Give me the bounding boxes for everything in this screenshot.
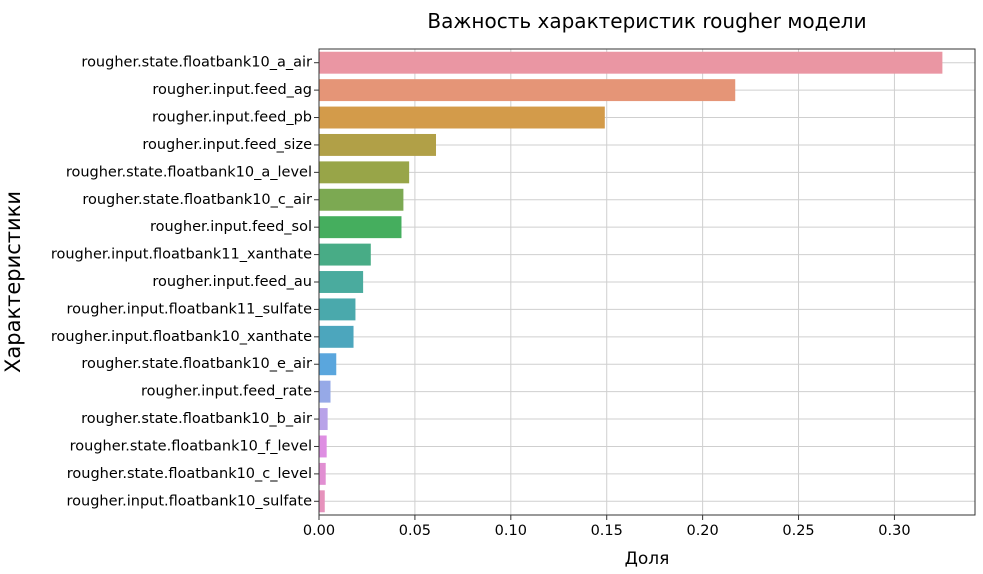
x-tick-label: 0.10 (495, 523, 527, 539)
x-tick-labels: 0.00 0.05 0.10 0.15 0.20 0.25 0.30 (303, 515, 911, 539)
y-tick-label: rougher.input.floatbank10_sulfate (67, 493, 313, 509)
bar (319, 298, 356, 321)
y-tick-label: rougher.input.feed_pb (152, 110, 312, 126)
y-tick-label: rougher.input.feed_ag (152, 82, 312, 98)
bar (319, 216, 402, 239)
bar (319, 380, 331, 403)
bar (319, 243, 371, 266)
bar (319, 51, 943, 74)
x-tick-label: 0.25 (782, 523, 814, 539)
bar (319, 353, 337, 376)
y-tick-label: rougher.state.floatbank10_c_air (82, 192, 312, 208)
y-tick-label: rougher.state.floatbank10_a_level (66, 164, 312, 180)
y-tick-label: rougher.input.feed_rate (141, 384, 312, 400)
x-tick-label: 0.05 (399, 523, 431, 539)
bar (319, 188, 404, 211)
y-tick-label: rougher.input.feed_size (142, 137, 312, 153)
bar (319, 79, 736, 102)
y-tick-label: rougher.state.floatbank10_a_air (81, 55, 312, 71)
x-tick-label: 0.30 (878, 523, 910, 539)
x-tick-label: 0.00 (303, 523, 335, 539)
y-tick-label: rougher.state.floatbank10_b_air (81, 411, 312, 427)
bar (319, 325, 354, 348)
bar (319, 271, 364, 293)
x-axis-label: Доля (625, 549, 670, 569)
bar (319, 106, 605, 129)
bar (319, 408, 328, 431)
bars (319, 51, 943, 513)
y-tick-label: rougher.input.feed_au (152, 274, 312, 290)
y-tick-label: rougher.input.floatbank11_sulfate (67, 301, 313, 317)
y-tick-label: rougher.input.floatbank10_xanthate (51, 329, 312, 345)
x-tick-label: 0.20 (686, 523, 718, 539)
y-tick-label: rougher.input.feed_sol (150, 219, 312, 235)
bar (319, 490, 325, 513)
chart-title: Важность характеристик rougher модели (427, 9, 866, 33)
y-tick-labels: rougher.state.floatbank10_a_air rougher.i… (51, 55, 319, 509)
bar (319, 435, 327, 458)
y-tick-label: rougher.input.floatbank11_xanthate (51, 247, 312, 263)
y-tick-label: rougher.state.floatbank10_e_air (81, 356, 312, 372)
y-tick-label: rougher.state.floatbank10_f_level (70, 438, 312, 454)
y-axis-label: Характеристики (1, 191, 25, 373)
y-tick-label: rougher.state.floatbank10_c_level (67, 466, 312, 482)
bar (319, 462, 326, 485)
bar (319, 161, 410, 184)
x-tick-label: 0.15 (591, 523, 623, 539)
bar (319, 133, 437, 156)
